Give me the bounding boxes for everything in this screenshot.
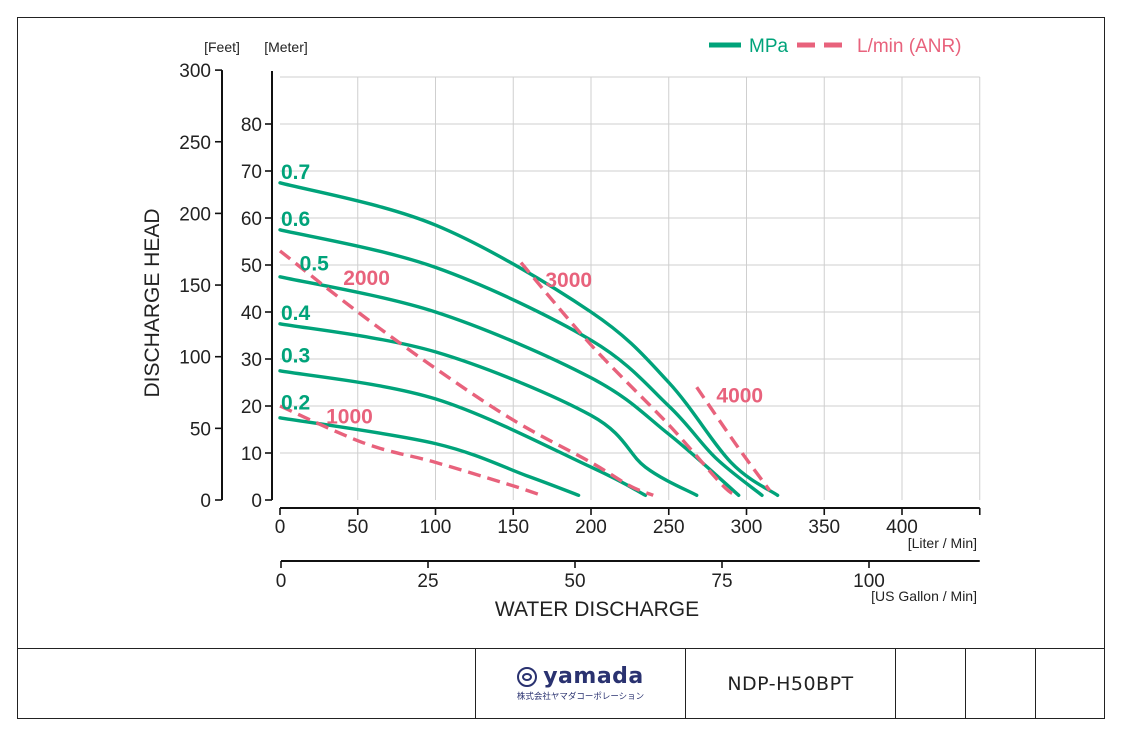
y-tick-label-feet: 50 xyxy=(190,419,211,440)
y-tick-label-meter: 70 xyxy=(241,162,262,183)
curve-labels: 0.7 0.6 0.5 0.4 0.3 0.2 1000 2000 3000 4000 xyxy=(281,161,763,428)
brand-name: yamada xyxy=(543,664,644,689)
y-tick-label-feet: 0 xyxy=(200,491,211,512)
y-tick-label-meter: 60 xyxy=(241,209,262,230)
x-tick-label-gallon: 75 xyxy=(711,571,732,592)
y-tick-label-meter: 10 xyxy=(241,444,262,465)
x-unit-liter: [Liter / Min] xyxy=(908,535,977,551)
model-cell: NDP-H50BPT xyxy=(685,649,895,719)
y-tick-label-feet: 150 xyxy=(179,276,211,297)
y-axis-title: DISCHARGE HEAD xyxy=(141,208,164,397)
legend-flow-label: L/min (ANR) xyxy=(857,36,962,57)
brand-logo: yamada xyxy=(517,666,644,688)
title-block: yamada 株式会社ヤマダコーポレーション NDP-H50BPT xyxy=(17,648,1105,719)
mpa-label-0.2: 0.2 xyxy=(281,391,310,414)
brand-subtitle: 株式会社ヤマダコーポレーション xyxy=(516,692,645,702)
mpa-label-0.5: 0.5 xyxy=(300,253,330,276)
chart-frame xyxy=(17,17,1105,719)
flow-curve-1000 xyxy=(279,404,542,497)
x-tick-label-gallon: 0 xyxy=(276,571,287,592)
flow-curve-2000 xyxy=(278,249,654,497)
mpa-curve-0.4 xyxy=(278,322,699,497)
y-tick-label-meter: 50 xyxy=(241,256,262,277)
x-tick-label-liter: 50 xyxy=(347,517,368,538)
flow-label-3000: 3000 xyxy=(545,269,592,292)
mpa-label-0.4: 0.4 xyxy=(281,302,311,325)
x-tick-label-liter: 300 xyxy=(731,517,763,538)
empty-cell xyxy=(1035,649,1105,719)
mpa-label-0.3: 0.3 xyxy=(281,344,310,367)
flow-curve-3000 xyxy=(519,261,740,497)
x-tick-label-gallon: 25 xyxy=(417,571,438,592)
flow-label-1000: 1000 xyxy=(326,405,373,428)
y-tick-label-meter: 30 xyxy=(241,350,262,371)
x-tick-label-gallon: 100 xyxy=(853,571,885,592)
brand-mark-icon xyxy=(517,667,538,687)
empty-cell xyxy=(895,649,965,719)
grid xyxy=(280,76,981,500)
x-tick-label-liter: 200 xyxy=(575,517,607,538)
mpa-curve-0.6 xyxy=(278,228,764,497)
y-tick-label-meter: 80 xyxy=(241,115,262,136)
y-tick-label-feet: 250 xyxy=(179,133,211,154)
y-tick-label-feet: 200 xyxy=(179,204,211,225)
x-tick-label-liter: 400 xyxy=(886,517,918,538)
x-tick-label-liter: 150 xyxy=(497,517,529,538)
flow-label-2000: 2000 xyxy=(343,267,390,290)
x-tick-label-liter: 0 xyxy=(275,517,286,538)
mpa-curve-0.5 xyxy=(278,275,741,497)
x-unit-gallon: [US Gallon / Min] xyxy=(871,588,977,604)
x-axis-title: WATER DISCHARGE xyxy=(495,598,699,621)
mpa-curve-0.2 xyxy=(278,416,581,497)
x-tick-label-gallon: 50 xyxy=(564,571,585,592)
mpa-label-0.7: 0.7 xyxy=(281,161,310,184)
y-tick-label-feet: 100 xyxy=(179,348,211,369)
x-tick-label-liter: 250 xyxy=(653,517,685,538)
y-tick-label-meter: 40 xyxy=(241,303,262,324)
brand-logo-cell: yamada 株式会社ヤマダコーポレーション xyxy=(475,649,685,719)
y-tick-label-feet: 300 xyxy=(179,61,211,82)
y-unit-meter: [Meter] xyxy=(264,39,308,55)
y-tick-label-meter: 20 xyxy=(241,397,262,418)
y-unit-feet: [Feet] xyxy=(204,39,240,55)
model-number: NDP-H50BPT xyxy=(727,673,854,695)
flow-label-4000: 4000 xyxy=(716,384,763,407)
legend: MPa L/min (ANR) xyxy=(709,36,962,57)
legend-mpa-label: MPa xyxy=(749,36,789,57)
series xyxy=(278,181,780,497)
mpa-label-0.6: 0.6 xyxy=(281,208,310,231)
y-tick-label-meter: 0 xyxy=(251,491,262,512)
empty-cell xyxy=(965,649,1035,719)
mpa-curve-0.7 xyxy=(278,181,780,497)
x-tick-label-liter: 100 xyxy=(420,517,452,538)
x-tick-label-liter: 350 xyxy=(808,517,840,538)
